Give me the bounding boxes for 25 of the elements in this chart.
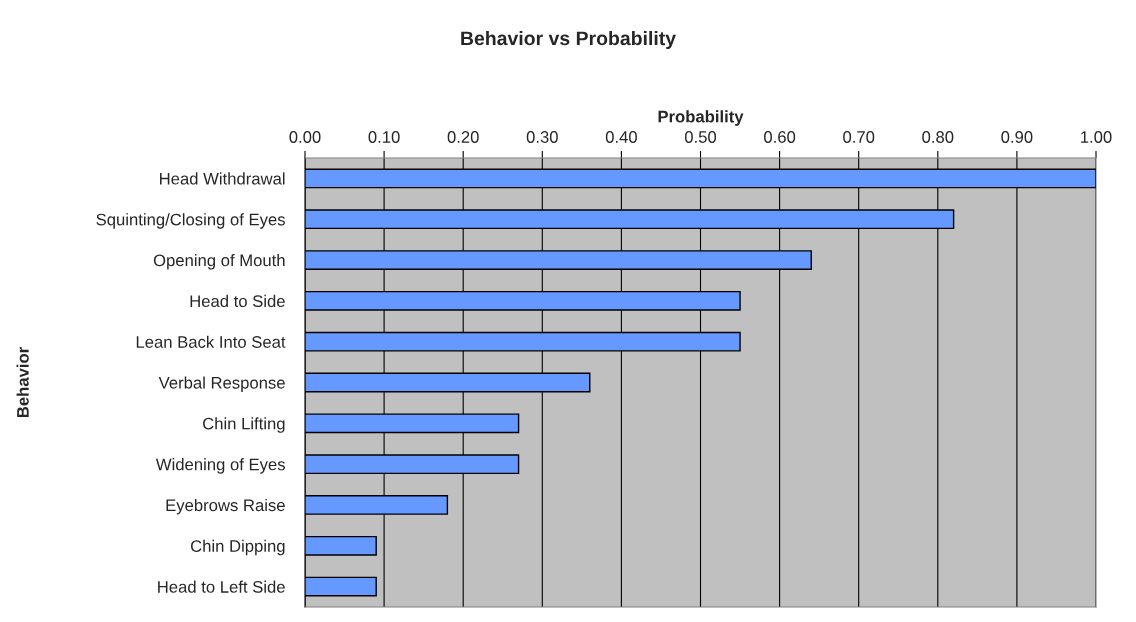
x-tick-label: 0.00 — [289, 131, 321, 143]
y-tick-label: Chin Lifting — [203, 417, 285, 433]
y-tick-label: Head to Side — [190, 294, 285, 308]
x-tick-label: 0.80 — [922, 131, 954, 143]
x-tick-label: 1.00 — [1081, 131, 1112, 143]
x-tick-label: 0.20 — [447, 131, 479, 143]
y-tick-label: Opening of Mouth — [153, 254, 285, 270]
x-axis-title: Probability — [658, 110, 744, 126]
y-tick-label: Head Withdrawal — [160, 172, 285, 185]
x-tick-label: 0.30 — [526, 131, 558, 143]
y-axis-title: Behavior — [16, 347, 29, 418]
y-tick-label: Eyebrows Raise — [166, 498, 285, 515]
x-tick-label: 0.40 — [605, 131, 637, 143]
y-tick-label: Squinting/Closing of Eyes — [96, 213, 285, 229]
x-tick-label: 0.90 — [1001, 131, 1033, 143]
x-tick-label: 0.50 — [684, 131, 717, 143]
x-tick-label: 0.60 — [764, 131, 796, 143]
y-tick-label: Widening of Eyes — [155, 458, 285, 474]
x-tick-label: 0.70 — [843, 131, 875, 143]
y-tick-label: Head to Left Side — [158, 580, 285, 593]
x-tick-label: 0.10 — [368, 131, 400, 143]
y-tick-label: Verbal Response — [158, 376, 285, 392]
y-tick-label: Lean Back Into Seat — [136, 335, 286, 348]
y-tick-label: Chin Dipping — [190, 539, 285, 556]
chart-title: Behavior vs Probability — [461, 30, 676, 50]
